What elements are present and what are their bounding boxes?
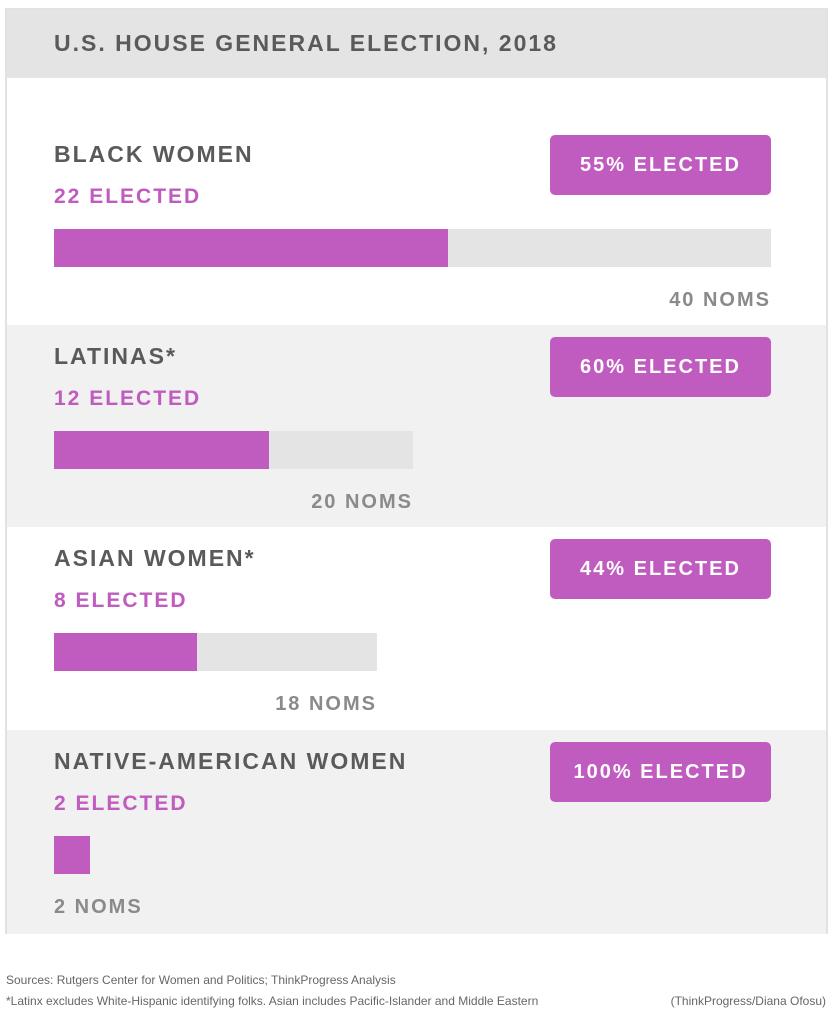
elected-count-label: 22 ELECTED <box>54 185 202 208</box>
elected-bar <box>54 229 448 267</box>
noms-label: 40 NOMS <box>669 289 771 311</box>
percent-elected-badge: 100% ELECTED <box>550 742 771 802</box>
chart-frame: U.S. HOUSE GENERAL ELECTION, 2018 BLACK … <box>5 8 828 934</box>
chart-header: U.S. HOUSE GENERAL ELECTION, 2018 <box>7 10 826 78</box>
chart-row: NATIVE-AMERICAN WOMEN 2 ELECTED 100% ELECT… <box>7 730 826 934</box>
percent-elected-badge: 44% ELECTED <box>550 539 771 599</box>
elected-bar <box>54 836 90 874</box>
chart-row: BLACK WOMEN 22 ELECTED 55% ELECTED 40 NOMS <box>7 123 826 325</box>
noms-bar <box>54 633 377 671</box>
chart-title: U.S. HOUSE GENERAL ELECTION, 2018 <box>54 30 558 56</box>
elected-count-label: 12 ELECTED <box>54 387 202 410</box>
noms-label: 18 NOMS <box>275 693 377 715</box>
noms-label: 2 NOMS <box>54 896 143 918</box>
footnote: *Latinx excludes White-Hispanic identify… <box>6 994 539 1008</box>
group-label: ASIAN WOMEN* <box>54 545 256 571</box>
noms-label: 20 NOMS <box>311 491 413 513</box>
group-label: LATINAS* <box>54 343 177 369</box>
sources-note: Sources: Rutgers Center for Women and Po… <box>6 973 396 987</box>
chart-row: ASIAN WOMEN* 8 ELECTED 44% ELECTED 18 NOMS <box>7 527 826 730</box>
group-label: NATIVE-AMERICAN WOMEN <box>54 748 408 774</box>
elected-count-label: 8 ELECTED <box>54 589 188 612</box>
credit: (ThinkProgress/Diana Ofosu) <box>670 994 826 1008</box>
noms-bar <box>54 431 413 469</box>
percent-elected-badge: 60% ELECTED <box>550 337 771 397</box>
percent-elected-badge: 55% ELECTED <box>550 135 771 195</box>
chart-row: LATINAS* 12 ELECTED 60% ELECTED 20 NOMS <box>7 325 826 527</box>
group-label: BLACK WOMEN <box>54 141 254 167</box>
elected-bar <box>54 431 269 469</box>
elected-bar <box>54 633 197 671</box>
noms-bar <box>54 229 771 267</box>
elected-count-label: 2 ELECTED <box>54 792 188 815</box>
noms-bar <box>54 836 90 874</box>
